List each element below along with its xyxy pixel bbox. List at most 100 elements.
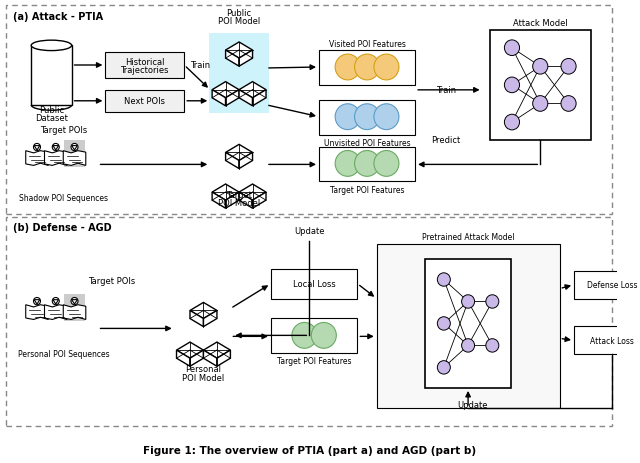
Circle shape: [374, 105, 399, 130]
Text: POI Model: POI Model: [218, 198, 260, 207]
Circle shape: [374, 151, 399, 177]
Text: Train: Train: [191, 62, 211, 70]
Bar: [319, 100, 415, 135]
Circle shape: [437, 361, 451, 374]
Text: POI Model: POI Model: [218, 17, 260, 26]
Text: Train: Train: [436, 86, 456, 95]
Text: Target POI Features: Target POI Features: [277, 356, 351, 365]
Text: Dataset: Dataset: [35, 114, 68, 123]
Polygon shape: [177, 350, 190, 367]
Text: Update: Update: [294, 227, 324, 236]
Text: POI Model: POI Model: [182, 373, 225, 382]
Polygon shape: [212, 90, 225, 106]
Bar: [574, 271, 640, 299]
Bar: [319, 51, 415, 86]
Bar: [106, 53, 184, 79]
Circle shape: [437, 273, 451, 287]
Polygon shape: [53, 300, 58, 304]
Ellipse shape: [31, 41, 72, 51]
Polygon shape: [225, 90, 239, 106]
Text: Attack Loss: Attack Loss: [591, 336, 634, 345]
Text: Public: Public: [39, 106, 64, 115]
Text: (a) Attack - PTIA: (a) Attack - PTIA: [13, 12, 103, 22]
Text: Target POI Features: Target POI Features: [330, 185, 404, 194]
Polygon shape: [239, 153, 253, 169]
Text: Target: Target: [226, 190, 252, 199]
Polygon shape: [204, 311, 217, 327]
Bar: [209, 34, 269, 113]
Text: Defense Loss: Defense Loss: [587, 281, 637, 289]
Polygon shape: [225, 153, 239, 169]
Circle shape: [71, 144, 78, 151]
Circle shape: [374, 55, 399, 81]
Circle shape: [532, 59, 548, 75]
Polygon shape: [253, 90, 266, 106]
Bar: [6, 218, 612, 426]
Text: Predict: Predict: [431, 136, 461, 145]
Polygon shape: [204, 342, 230, 358]
Circle shape: [52, 298, 60, 305]
Polygon shape: [26, 151, 48, 166]
Polygon shape: [212, 193, 225, 209]
Polygon shape: [239, 51, 253, 67]
Circle shape: [292, 323, 317, 349]
Bar: [64, 140, 85, 167]
Circle shape: [335, 105, 360, 130]
Text: Personal: Personal: [186, 364, 221, 373]
Circle shape: [561, 96, 576, 112]
Text: Next POIs: Next POIs: [124, 97, 165, 106]
Polygon shape: [63, 151, 86, 166]
Polygon shape: [212, 185, 239, 201]
Circle shape: [461, 339, 475, 352]
Circle shape: [561, 59, 576, 75]
Circle shape: [437, 317, 451, 331]
Circle shape: [33, 298, 40, 305]
Polygon shape: [177, 342, 204, 358]
Circle shape: [311, 323, 337, 349]
Circle shape: [335, 55, 360, 81]
Polygon shape: [53, 146, 58, 150]
Polygon shape: [63, 305, 86, 320]
Polygon shape: [225, 51, 239, 67]
Polygon shape: [190, 350, 204, 367]
Text: Local Loss: Local Loss: [292, 280, 335, 288]
Polygon shape: [239, 185, 266, 201]
Bar: [106, 91, 184, 113]
Text: Personal POI Sequences: Personal POI Sequences: [18, 349, 109, 358]
Bar: [425, 259, 511, 388]
Circle shape: [486, 295, 499, 308]
Polygon shape: [72, 146, 77, 150]
Bar: [271, 319, 357, 353]
Bar: [490, 31, 591, 140]
Polygon shape: [45, 305, 67, 320]
Bar: [64, 294, 85, 321]
Circle shape: [71, 298, 78, 305]
Text: Figure 1: The overview of PTIA (part a) and AGD (part b): Figure 1: The overview of PTIA (part a) …: [143, 445, 476, 455]
Polygon shape: [253, 193, 266, 209]
Circle shape: [532, 96, 548, 112]
Circle shape: [52, 144, 60, 151]
Circle shape: [33, 144, 40, 151]
Polygon shape: [190, 303, 217, 319]
Polygon shape: [26, 305, 48, 320]
Text: Attack Model: Attack Model: [513, 19, 568, 28]
Polygon shape: [45, 151, 67, 166]
Polygon shape: [239, 90, 253, 106]
Bar: [31, 46, 72, 106]
Circle shape: [504, 41, 520, 56]
Text: Pretrained Attack Model: Pretrained Attack Model: [422, 233, 515, 242]
Polygon shape: [34, 146, 40, 150]
Circle shape: [355, 105, 380, 130]
Text: Historical: Historical: [125, 57, 164, 66]
Circle shape: [461, 295, 475, 308]
Circle shape: [504, 78, 520, 94]
Bar: [319, 147, 415, 182]
Bar: [271, 269, 357, 299]
Circle shape: [504, 115, 520, 131]
Bar: [574, 327, 640, 355]
Text: Trajectories: Trajectories: [120, 66, 169, 75]
Circle shape: [486, 339, 499, 352]
Text: Update: Update: [458, 400, 488, 410]
Text: (b) Defense - AGD: (b) Defense - AGD: [13, 223, 111, 232]
Polygon shape: [225, 43, 253, 59]
